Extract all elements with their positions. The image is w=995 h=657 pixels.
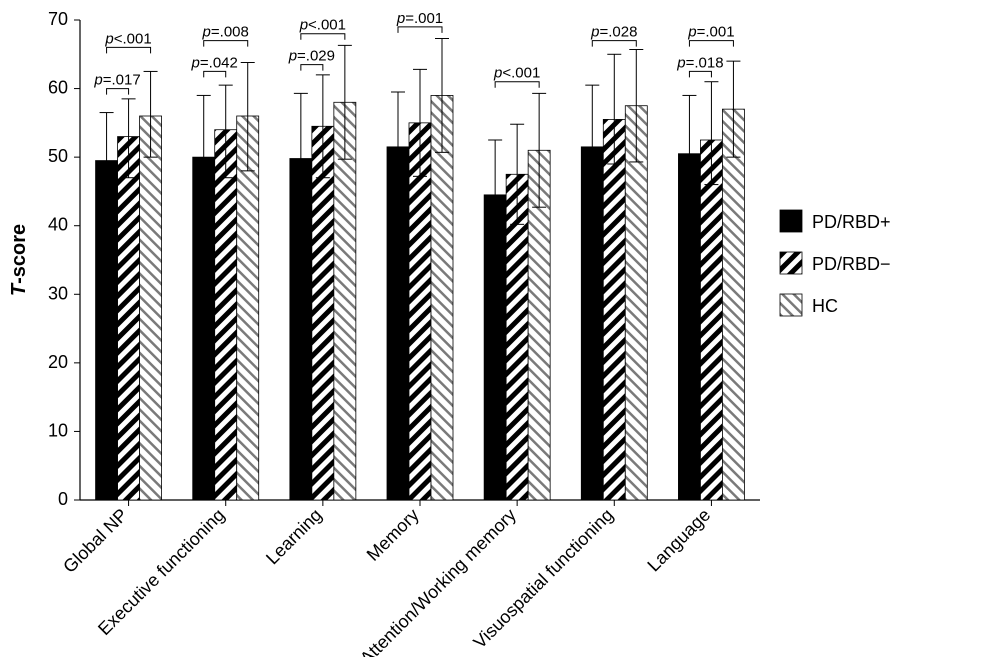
- bar: [118, 137, 140, 500]
- y-axis-label: T-score: [8, 224, 30, 296]
- y-tick-label: 10: [48, 420, 68, 440]
- legend-label: PD/RBD−: [812, 254, 891, 274]
- sig-label: p<.001: [104, 30, 151, 47]
- bar: [96, 161, 118, 500]
- y-tick-label: 0: [58, 489, 68, 509]
- bar: [215, 130, 237, 500]
- sig-label: p=.017: [93, 72, 140, 89]
- sig-label: p=.001: [396, 10, 443, 27]
- tscore-bar-chart: 010203040506070T-scoreGlobal NPExecutive…: [0, 0, 995, 657]
- bar: [722, 109, 744, 500]
- y-tick-label: 40: [48, 215, 68, 235]
- bar: [140, 116, 162, 500]
- bar: [312, 126, 334, 500]
- legend-swatch: [780, 252, 802, 274]
- legend-label: HC: [812, 296, 838, 316]
- y-tick-label: 30: [48, 283, 68, 303]
- sig-label: p=.001: [687, 24, 734, 41]
- sig-label: p<.001: [493, 65, 540, 82]
- bar: [625, 106, 647, 500]
- bar: [700, 140, 722, 500]
- bar: [409, 123, 431, 500]
- legend-label: PD/RBD+: [812, 212, 891, 232]
- legend-swatch: [780, 210, 802, 232]
- y-tick-label: 60: [48, 78, 68, 98]
- sig-label: p=.029: [288, 48, 335, 65]
- y-tick-label: 20: [48, 352, 68, 372]
- bar: [237, 116, 259, 500]
- y-tick-label: 50: [48, 146, 68, 166]
- sig-label: p<.001: [299, 17, 346, 34]
- y-tick-label: 70: [48, 9, 68, 29]
- sig-label: p=.042: [191, 54, 238, 71]
- sig-label: p=.008: [202, 24, 249, 41]
- bar: [603, 119, 625, 500]
- sig-label: p=.018: [676, 54, 723, 71]
- sig-label: p=.028: [590, 24, 637, 41]
- bar: [334, 102, 356, 500]
- legend-swatch: [780, 294, 802, 316]
- bar: [431, 95, 453, 500]
